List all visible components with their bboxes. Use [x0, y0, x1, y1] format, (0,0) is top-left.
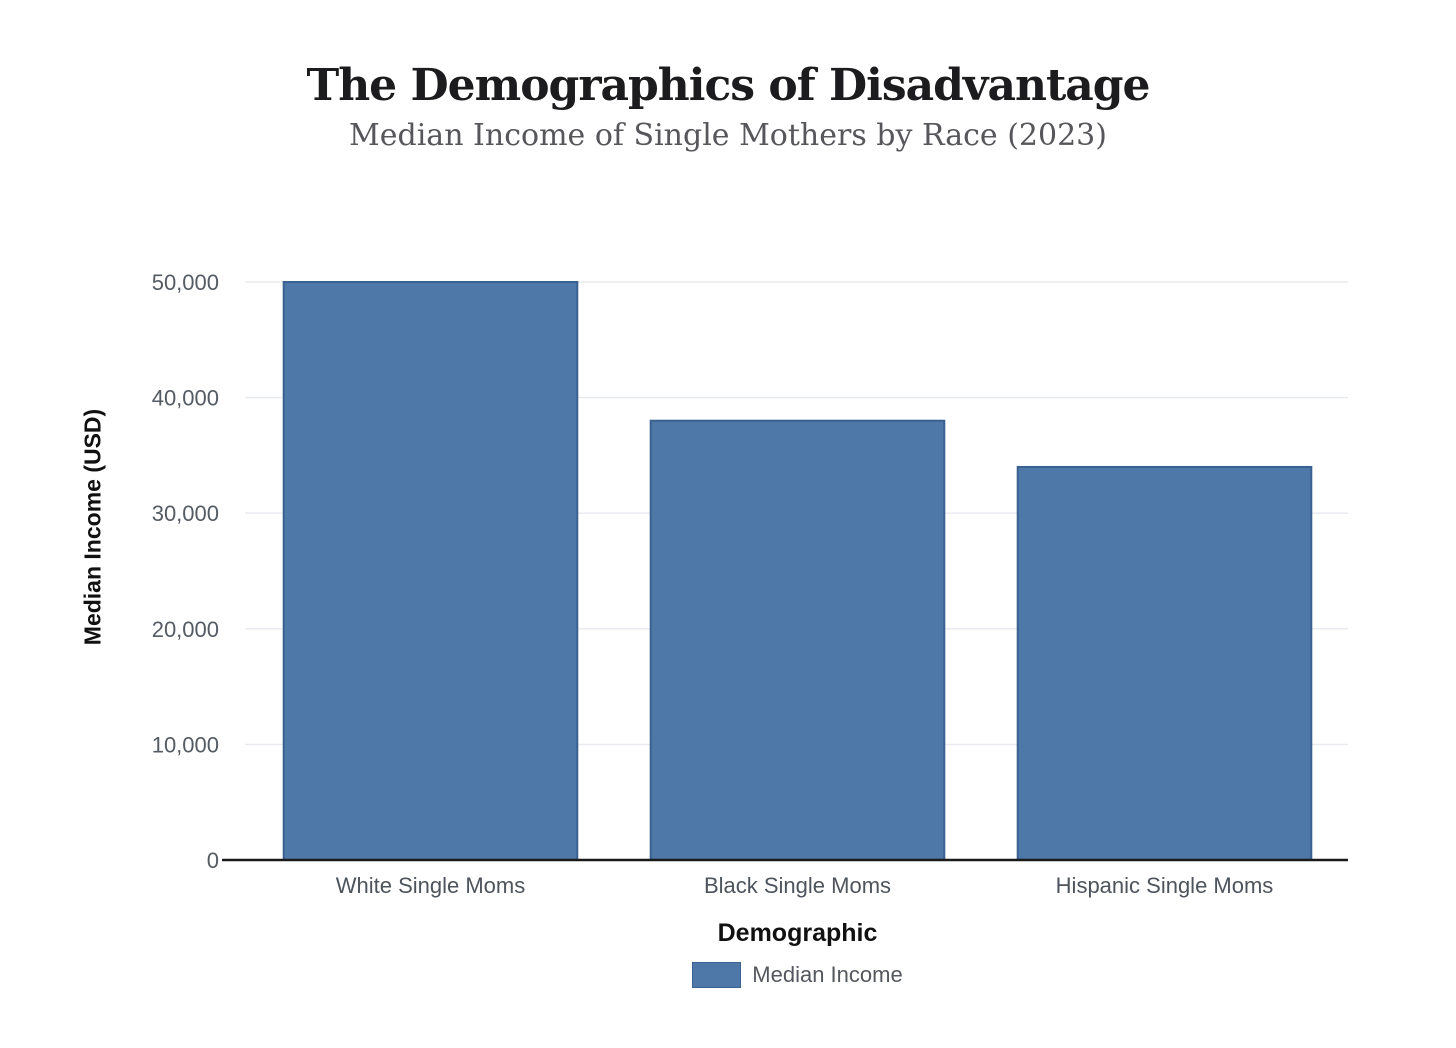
legend-label: Median Income	[752, 962, 903, 987]
y-tick-label: 0	[207, 848, 219, 873]
x-category-label: White Single Moms	[336, 873, 526, 898]
legend-swatch-median-income	[692, 962, 742, 988]
x-category-label: Black Single Moms	[704, 873, 891, 898]
bar-0	[282, 281, 579, 861]
y-tick-label: 30,000	[152, 501, 219, 526]
y-tick-label: 50,000	[152, 270, 219, 295]
chart-subtitle: Median Income of Single Mothers by Race …	[349, 118, 1107, 153]
bar-1	[649, 419, 946, 861]
chart-title: The Demographics of Disadvantage	[306, 60, 1150, 111]
y-tick-label: 20,000	[152, 617, 219, 642]
bar-2	[1016, 465, 1313, 861]
x-category-label: Hispanic Single Moms	[1056, 873, 1274, 898]
y-axis-title: Median Income (USD)	[79, 408, 106, 646]
legend: Median Income	[247, 962, 1348, 988]
y-tick-label: 10,000	[152, 732, 219, 757]
x-axis-title: Demographic	[717, 919, 878, 947]
y-tick-label: 40,000	[152, 386, 219, 411]
